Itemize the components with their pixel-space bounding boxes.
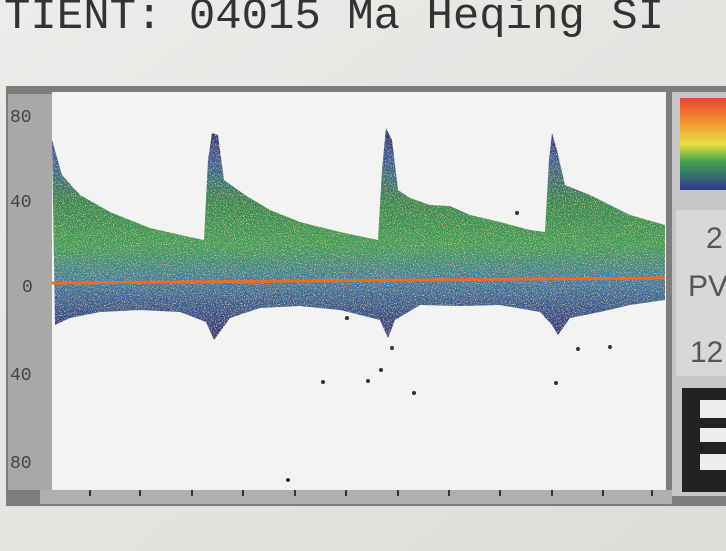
page: TIENT: 04015 Ma Heqing SI 80 40 0 40 80 … bbox=[0, 0, 726, 551]
color-bar bbox=[680, 98, 726, 190]
scale-label: 40 bbox=[10, 366, 32, 386]
film-frame bbox=[700, 400, 726, 418]
scale-label: 40 bbox=[10, 193, 32, 213]
scale-label: 0 bbox=[22, 278, 33, 298]
side-text: 2 bbox=[706, 222, 723, 255]
side-text: 12 bbox=[690, 336, 723, 369]
film-frame bbox=[700, 428, 726, 442]
scale-label: 80 bbox=[10, 454, 32, 474]
side-text: PV bbox=[688, 270, 726, 303]
header-text: TIENT: 04015 Ma Heqing SI bbox=[4, 0, 664, 42]
photo: TIENT: 04015 Ma Heqing SI 80 40 0 40 80 … bbox=[0, 0, 726, 551]
time-strip bbox=[40, 490, 672, 504]
scale-label: 80 bbox=[10, 108, 32, 128]
film-frame bbox=[700, 454, 726, 470]
